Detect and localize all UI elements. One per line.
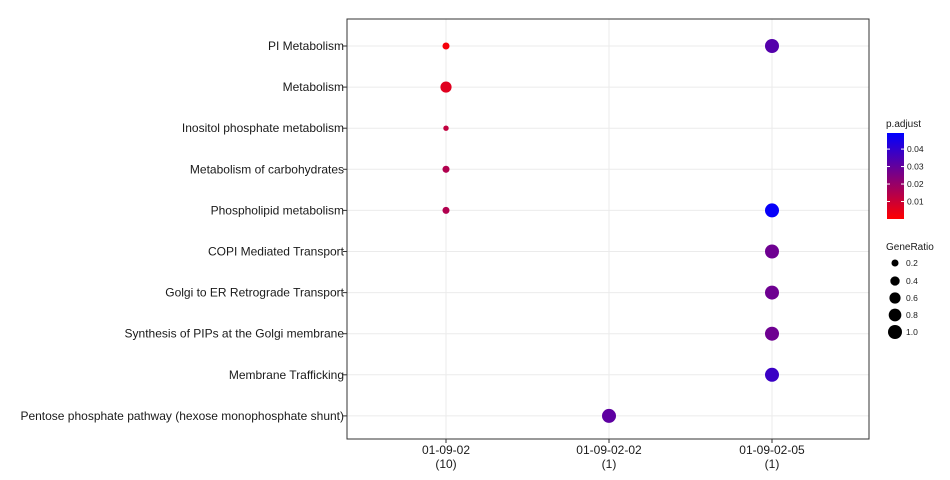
y-tick-label: Phospholipid metabolism xyxy=(211,203,344,217)
size-legend-label: 1.0 xyxy=(906,327,918,337)
x-tick-count: (10) xyxy=(435,457,456,471)
size-legend-dot xyxy=(891,259,899,267)
size-legend-label: 0.8 xyxy=(906,310,918,320)
size-legend-label: 0.2 xyxy=(906,258,918,268)
data-point xyxy=(765,367,779,382)
data-point xyxy=(765,203,779,218)
y-axis: PI Metabolism Metabolism Inositol phosphat… xyxy=(20,39,347,423)
y-tick-label: PI Metabolism xyxy=(268,39,344,53)
size-legend-title: GeneRatio xyxy=(886,242,934,253)
y-tick-label: Pentose phosphate pathway (hexose monoph… xyxy=(20,409,344,423)
plot-border xyxy=(346,18,870,440)
color-legend-title: p.adjust xyxy=(886,119,921,130)
size-legend-dot xyxy=(889,292,901,304)
data-point xyxy=(765,39,779,53)
x-tick-label: 01-09-02-05 xyxy=(739,443,805,457)
size-legend-label: 0.6 xyxy=(906,293,918,303)
data-point xyxy=(765,326,779,341)
color-legend-label: 0.04 xyxy=(907,144,924,154)
y-tick-label: Inositol phosphate metabolism xyxy=(182,121,344,135)
size-legend-label: 0.4 xyxy=(906,276,918,286)
y-tick-label: Synthesis of PIPs at the Golgi membrane xyxy=(125,327,345,341)
y-tick-label: Membrane Trafficking xyxy=(229,368,344,382)
y-tick-label: COPI Mediated Transport xyxy=(208,245,345,259)
color-legend-label: 0.02 xyxy=(907,179,924,189)
color-legend: p.adjust 0.01 0.02 0.03 0.04 xyxy=(886,119,924,219)
color-legend-bar xyxy=(887,133,904,219)
size-legend-dot xyxy=(888,308,902,322)
plot-panel xyxy=(347,19,869,439)
x-tick-count: (1) xyxy=(602,457,617,471)
color-legend-label: 0.03 xyxy=(907,162,924,172)
data-point xyxy=(443,125,449,131)
data-point xyxy=(442,206,450,214)
data-point xyxy=(442,42,450,50)
data-point xyxy=(602,408,616,423)
data-point xyxy=(765,244,779,259)
data-point xyxy=(765,285,779,300)
size-legend-dot xyxy=(888,325,902,339)
data-points xyxy=(440,39,779,423)
x-tick-label: 01-09-02-02 xyxy=(576,443,642,457)
y-tick-label: Metabolism of carbohydrates xyxy=(190,162,344,176)
data-point xyxy=(442,165,450,173)
x-tick-count: (1) xyxy=(765,457,780,471)
y-tick-label: Golgi to ER Retrograde Transport xyxy=(165,286,344,300)
x-tick-label: 01-09-02 xyxy=(422,443,470,457)
x-axis: 01-09-02(10)01-09-02-02(1)01-09-02-05(1) xyxy=(422,439,805,471)
y-tick-label: Metabolism xyxy=(283,80,344,94)
data-point xyxy=(440,81,452,93)
size-legend: GeneRatio 0.2 0.4 0.6 0.8 1.0 xyxy=(886,242,934,339)
size-legend-dot xyxy=(890,276,900,286)
color-legend-label: 0.01 xyxy=(907,197,924,207)
